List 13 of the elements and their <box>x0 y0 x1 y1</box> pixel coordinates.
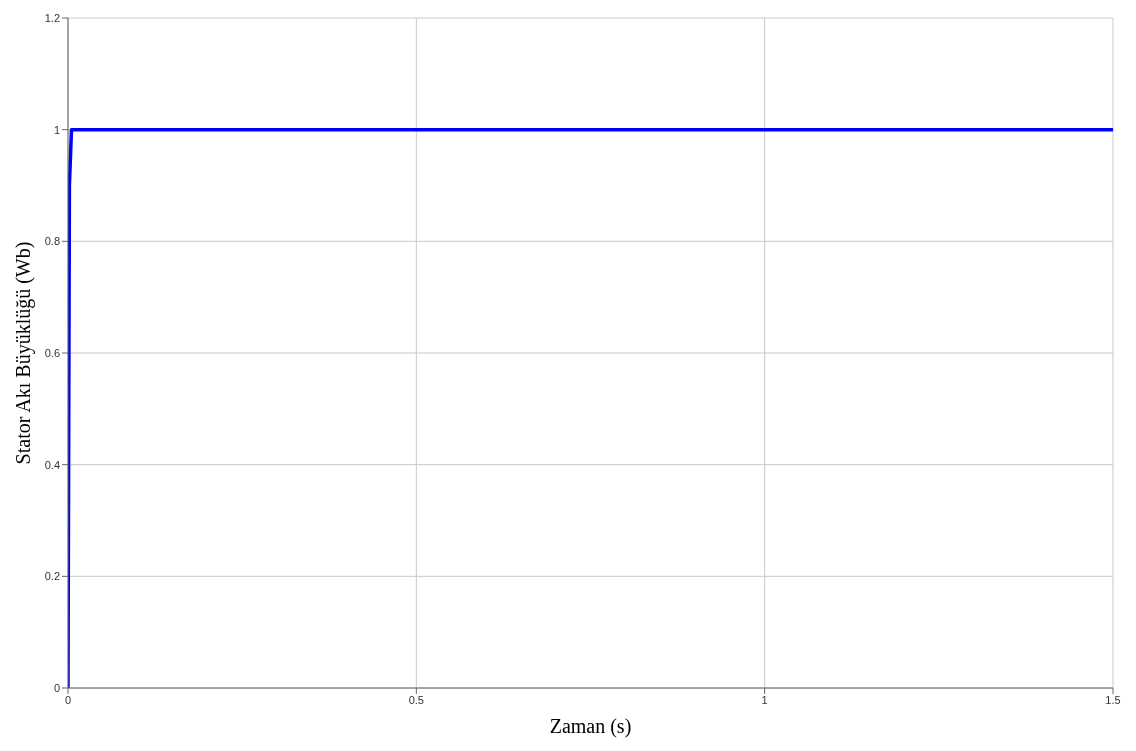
x-tick-label: 1.5 <box>1105 693 1121 706</box>
y-tick-label: 1 <box>53 123 60 136</box>
y-tick-label: 0.4 <box>44 458 60 471</box>
y-tick-label: 1.2 <box>44 11 60 24</box>
y-axis-title: Stator Akı Büyüklüğü (Wb) <box>12 241 36 465</box>
y-tick-label: 0.8 <box>44 235 60 248</box>
x-tick-label: 0 <box>64 693 72 706</box>
y-tick-label: 0.6 <box>44 346 60 359</box>
y-tick-label: 0 <box>53 681 60 694</box>
x-tick-label: 0.5 <box>408 693 424 706</box>
y-tick-label: 0.2 <box>44 570 60 583</box>
x-tick-label: 1 <box>761 693 768 706</box>
x-axis-title: Zaman (s) <box>549 715 632 738</box>
